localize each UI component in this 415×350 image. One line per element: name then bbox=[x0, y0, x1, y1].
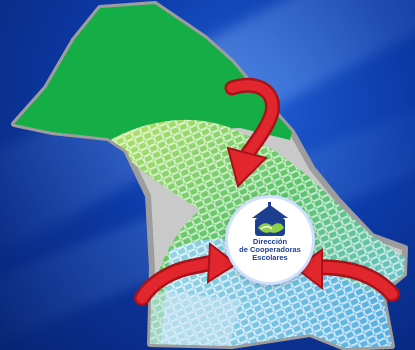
province-green-region bbox=[14, 4, 292, 146]
logo-line-3: Escolares bbox=[252, 253, 288, 262]
red-curved-arrow-icon bbox=[134, 242, 238, 306]
red-curved-arrow-icon bbox=[224, 77, 280, 188]
hands-house-logo-icon bbox=[252, 202, 288, 236]
province-light-area bbox=[150, 290, 240, 346]
logo-line-1: Dirección bbox=[252, 237, 288, 246]
red-curved-arrow-icon bbox=[294, 248, 400, 302]
logo-line-2: de Cooperadoras bbox=[239, 245, 301, 254]
logo-text: Dirección de Cooperadoras Escolares bbox=[228, 238, 312, 262]
cooperadoras-logo: Dirección de Cooperadoras Escolares bbox=[228, 198, 312, 282]
